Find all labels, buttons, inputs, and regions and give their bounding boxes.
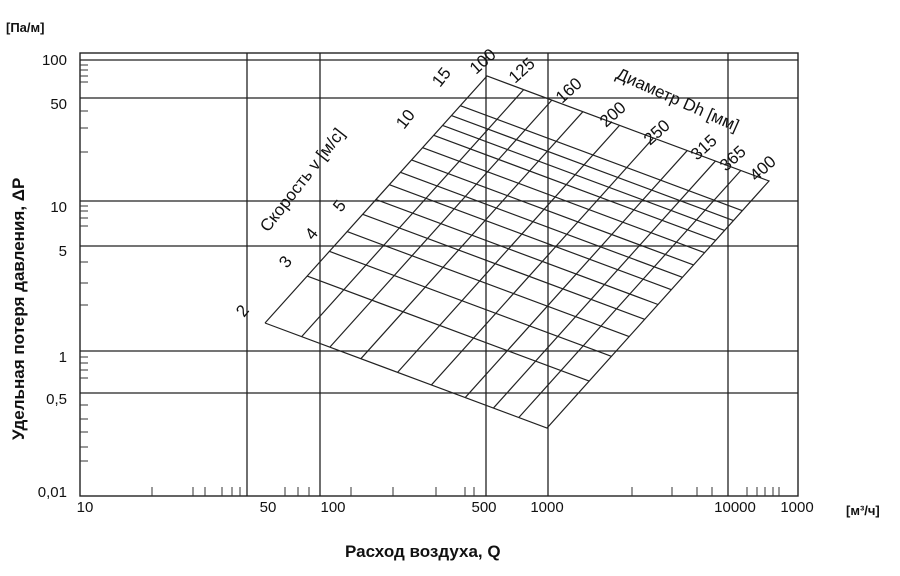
- x-tick-label: 1000: [530, 499, 563, 516]
- velocity-line: [389, 184, 672, 291]
- velocity-line: [306, 275, 590, 382]
- velocity-line: [329, 250, 612, 357]
- velocity-line: [451, 114, 734, 222]
- x-tick-label: 100: [320, 499, 345, 516]
- velocity-label: 5: [329, 196, 350, 215]
- velocity-line: [460, 105, 743, 212]
- velocity-line: [362, 213, 645, 320]
- x-tick-label: 1000: [780, 499, 813, 516]
- x-tick-label: 10000: [714, 499, 756, 516]
- diameter-line: [360, 111, 584, 360]
- diameter-line: [492, 160, 716, 409]
- grid-layer: [80, 53, 798, 496]
- diameter-label: 100: [466, 45, 500, 78]
- x-tick-label: 500: [471, 499, 496, 516]
- diameter-label: 400: [746, 152, 780, 185]
- velocity-line: [411, 159, 694, 266]
- diameter-line: [397, 124, 620, 373]
- velocity-label: 10: [392, 106, 419, 133]
- diameter-line: [329, 99, 553, 348]
- velocity-line: [442, 124, 725, 231]
- plot-frame: [79, 52, 799, 497]
- x-tick-label: 50: [260, 499, 277, 516]
- velocity-labels: 2 345 10 15: [232, 64, 455, 321]
- x-axis-title: Расход воздуха, Q: [345, 542, 501, 561]
- velocity-line: [400, 171, 683, 278]
- velocity-label: 3: [275, 252, 296, 271]
- y-tick-label: 5: [59, 243, 67, 260]
- diameter-title: Диаметр Dh [мм]: [613, 64, 742, 135]
- tick-labels: 10 50 100 500 1000 10000 1000 100 50 10 5 1 0,5 0,01: [38, 52, 814, 516]
- diameter-line: [518, 170, 742, 418]
- y-unit-label: [Па/м]: [6, 20, 44, 35]
- diameter-line: [464, 150, 688, 398]
- y-tick-label: 100: [42, 52, 67, 69]
- diameter-label: 315: [687, 131, 721, 164]
- velocity-label: 2: [232, 301, 253, 320]
- velocity-line: [433, 134, 716, 241]
- diameter-label: 200: [596, 98, 630, 131]
- velocity-line: [346, 231, 630, 338]
- diameter-label: 365: [716, 142, 750, 175]
- velocity-title: Скорость v [м/с]: [256, 125, 348, 236]
- y-axis-title: Удельная потеря давления, ΔP: [9, 178, 28, 440]
- y-tick-label: 0,01: [38, 484, 67, 501]
- nomogram-outline: [264, 75, 771, 429]
- y-tick-label: 50: [50, 96, 67, 113]
- diameter-line: [301, 89, 525, 338]
- velocity-label: 4: [301, 224, 322, 243]
- velocity-line: [375, 198, 659, 306]
- diameter-label: 125: [505, 54, 539, 87]
- y-tick-label: 10: [50, 199, 67, 216]
- x-unit-label: [м³/ч]: [846, 503, 880, 518]
- velocity-label: 15: [428, 64, 455, 91]
- nomogram-grid: [264, 75, 771, 429]
- x-tick-label: 10: [77, 499, 94, 516]
- y-tick-label: 0,5: [46, 391, 67, 408]
- diameter-line: [430, 137, 654, 386]
- y-tick-label: 1: [59, 349, 67, 366]
- velocity-line: [422, 147, 705, 254]
- tick-marks: [80, 64, 780, 496]
